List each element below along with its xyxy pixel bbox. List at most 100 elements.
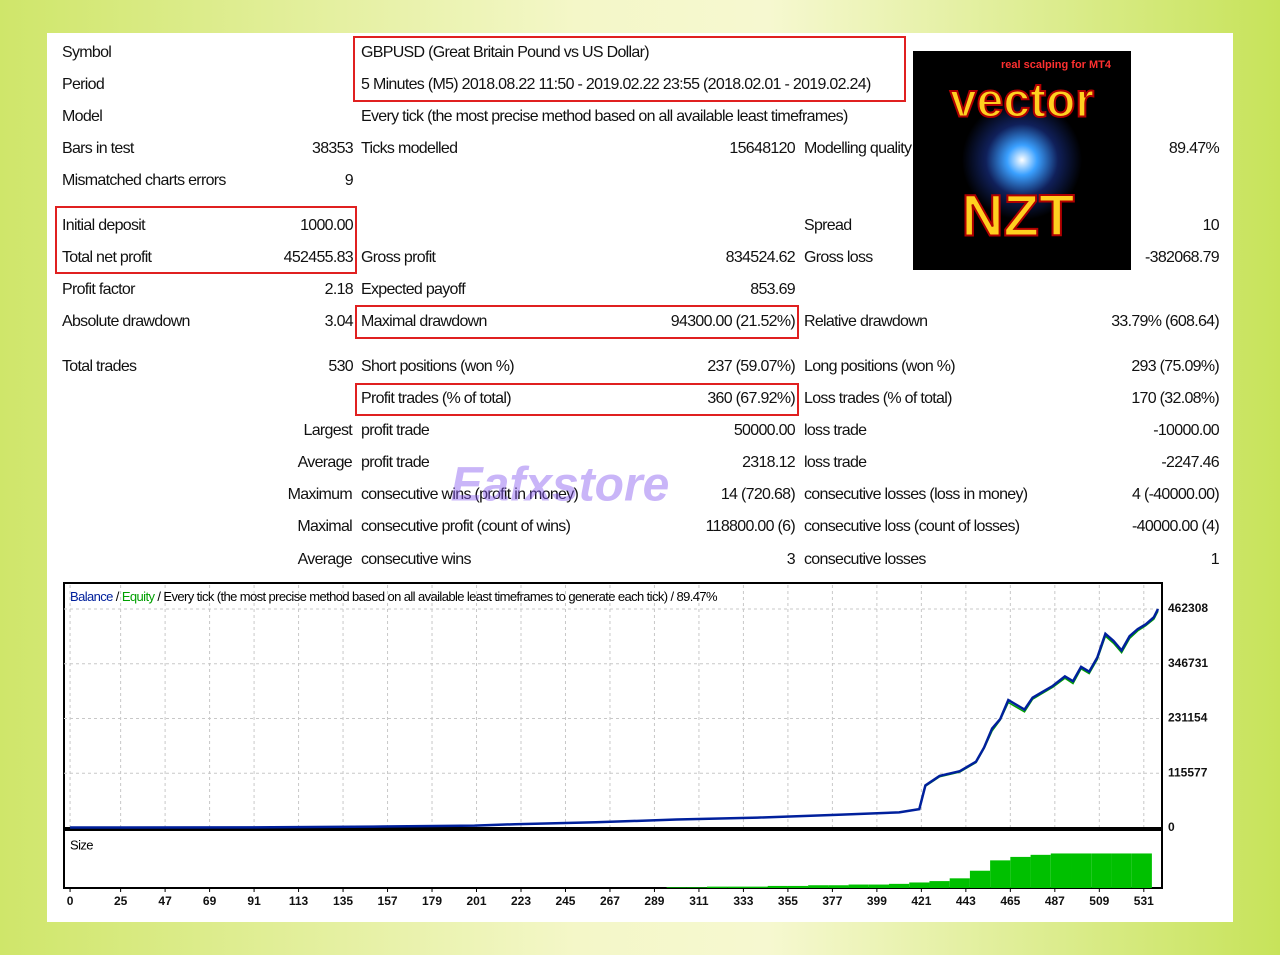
report-cell: Spread <box>804 217 851 234</box>
report-cell: Every tick (the most precise method base… <box>361 108 848 125</box>
size-bar <box>909 882 930 888</box>
report-cell: loss trade <box>804 422 867 439</box>
logo-orb <box>962 100 1082 220</box>
report-cell: consecutive wins <box>361 551 471 568</box>
chart-frame <box>63 582 1163 829</box>
x-tick-label: 377 <box>822 894 842 908</box>
report-cell: 38353 <box>312 140 354 157</box>
report-cell: 15648120 <box>729 140 795 157</box>
y-tick-label: 231154 <box>1168 711 1208 725</box>
report-cell: 530 <box>328 358 353 375</box>
report-cell: Maximal drawdown <box>361 313 487 330</box>
x-tick-label: 509 <box>1089 894 1109 908</box>
report-cell: 5 Minutes (M5) 2018.08.22 11:50 - 2019.0… <box>361 76 871 93</box>
report-cell: Expected payoff <box>361 281 466 298</box>
separator: / <box>116 589 120 604</box>
report-cell: 834524.62 <box>726 249 796 266</box>
report-cell: 2318.12 <box>742 454 796 471</box>
report-cell: Largest <box>304 422 354 439</box>
x-tick-label: 289 <box>644 894 664 908</box>
size-bar <box>1131 853 1152 888</box>
size-bar <box>828 885 849 888</box>
series-line <box>70 608 1160 829</box>
size-bar <box>727 886 748 888</box>
size-bar <box>808 885 829 888</box>
report-cell: consecutive losses (loss in money) <box>804 486 1028 503</box>
highlight <box>55 206 357 274</box>
report-cell: 2.18 <box>325 281 354 298</box>
report-cell: 293 (75.09%) <box>1131 358 1219 375</box>
size-title: Size <box>70 837 93 852</box>
report-cell: 33.79% (608.64) <box>1111 313 1219 330</box>
report-cell: profit trade <box>361 454 430 471</box>
x-tick-label: 311 <box>689 894 709 908</box>
logo: real scalping for MT4 vector NZT <box>913 51 1131 270</box>
x-tick-label: 333 <box>733 894 753 908</box>
report-cell: profit trade <box>361 422 430 439</box>
size-bar <box>1030 854 1051 888</box>
logo-tagline: real scalping for MT4 <box>1001 59 1112 71</box>
chart-header: Balance / Equity / Every tick (the most … <box>70 589 718 604</box>
report-cell: Model <box>62 108 102 125</box>
x-tick-label: 399 <box>867 894 887 908</box>
x-tick-label: 113 <box>289 894 309 908</box>
report-cell: 237 (59.07%) <box>707 358 795 375</box>
x-tick-label: 201 <box>466 894 486 908</box>
size-bar <box>990 860 1011 888</box>
highlight <box>355 383 799 416</box>
size-bar <box>868 884 890 888</box>
report-cell: Loss trades (% of total) <box>804 390 952 407</box>
logo-brand: NZT <box>962 183 1075 248</box>
report-cell: 14 (720.68) <box>721 486 796 503</box>
report-cell: 118800.00 (6) <box>706 518 796 535</box>
size-bar <box>848 884 869 888</box>
size-bar <box>889 883 910 888</box>
x-tick-label: 465 <box>1000 894 1020 908</box>
highlight <box>355 305 799 339</box>
size-bar <box>747 886 768 888</box>
report-cell: consecutive wins (profit in money) <box>361 486 579 503</box>
x-tick-label: 223 <box>511 894 531 908</box>
report-cell: 3.04 <box>325 313 354 330</box>
size-bar <box>787 885 809 888</box>
report-cell: 1000.00 <box>300 217 354 234</box>
x-tick-label: 487 <box>1045 894 1065 908</box>
report-cell: -10000.00 <box>1153 422 1220 439</box>
x-tick-label: 47 <box>158 894 172 908</box>
report-cell: -382068.79 <box>1145 249 1220 266</box>
x-tick-label: 0 <box>67 894 74 908</box>
x-tick-label: 25 <box>114 894 128 908</box>
highlight-boxes <box>55 36 906 416</box>
watermark: Eafxstore <box>451 459 670 512</box>
report-cell: Maximal <box>297 518 352 535</box>
size-bar <box>1111 853 1132 888</box>
x-tick-label: 245 <box>555 894 575 908</box>
size-bar <box>666 887 687 888</box>
x-tick-label: 531 <box>1134 894 1154 908</box>
report-cell: 50000.00 <box>734 422 796 439</box>
y-tick-label: 346731 <box>1168 656 1208 670</box>
report-table: Symbol GBPUSD (Great Britain Pound vs US … <box>62 44 1220 568</box>
x-tick-label: 179 <box>422 894 442 908</box>
size-bar <box>686 887 708 888</box>
size-bar <box>929 881 950 888</box>
report-cell: consecutive loss (count of losses) <box>804 518 1020 535</box>
report-cell: Average <box>298 551 353 568</box>
report-cell: Short positions (won %) <box>361 358 514 375</box>
size-bar <box>707 886 728 888</box>
report-cell: Total net profit <box>62 249 153 266</box>
report-cell: Gross profit <box>361 249 437 266</box>
report-cell: Maximum <box>288 486 353 503</box>
report-cell: 853.69 <box>750 281 796 298</box>
report-cell: Total trades <box>62 358 137 375</box>
report-cell: consecutive profit (count of wins) <box>361 518 571 535</box>
report-cell: Profit factor <box>62 281 136 298</box>
report-cell: 94300.00 (21.52%) <box>671 313 796 330</box>
report-cell: 360 (67.92%) <box>707 390 795 407</box>
report-cell: Period <box>62 76 104 93</box>
report-cell: Initial deposit <box>62 217 146 234</box>
report-cell: -40000.00 (4) <box>1132 518 1219 535</box>
size-bar <box>1091 853 1112 888</box>
